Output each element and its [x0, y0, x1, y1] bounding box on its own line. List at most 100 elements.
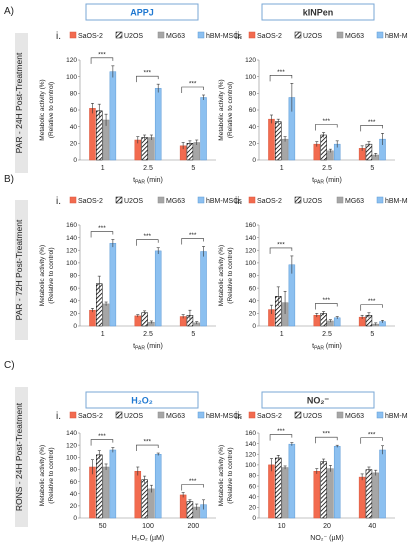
bar	[96, 454, 103, 519]
chart-panel: ii. SaOS-2 U2OS MG63 hBM-MSCs Metabolic activ…	[218, 196, 408, 352]
y-tick-label: 60	[249, 285, 257, 292]
legend-swatch	[336, 196, 344, 204]
bar	[134, 315, 142, 327]
y-tick-label: 60	[70, 479, 78, 486]
chart-panel: i. SaOS-2 U2OS MG63 hBM-MSCs Metabolic activi…	[39, 411, 242, 542]
legend-label: U2OS	[303, 33, 322, 40]
significance-bracket	[136, 444, 159, 452]
y-tick-label: 0	[73, 515, 77, 522]
legend-label: U2OS	[303, 198, 322, 205]
chart-panel: ii. SaOS-2 U2OS MG63 hBM-MSCs Metabolic activ…	[218, 31, 408, 186]
significance-bracket	[360, 437, 383, 444]
bar	[141, 479, 148, 519]
panel-numeral: ii.	[235, 31, 242, 42]
legend-label: SaOS-2	[257, 413, 282, 420]
significance-label: ***	[323, 297, 331, 304]
y-tick-label: 0	[252, 515, 256, 522]
y-tick-label: 160	[66, 222, 77, 229]
y-tick-label: 20	[70, 141, 78, 148]
y-axis-title: (Relative to control)	[48, 447, 55, 503]
y-tick-label: 20	[249, 141, 257, 148]
legend-swatch	[248, 196, 256, 204]
bar	[141, 312, 148, 327]
legend-label: SaOS-2	[257, 33, 282, 40]
y-tick-label: 60	[70, 285, 78, 292]
y-axis-title: Metabolic activity (%)	[218, 79, 225, 140]
y-tick-label: 20	[249, 505, 257, 512]
side-label: PAR - 24H Post-Treatment	[14, 52, 24, 153]
x-axis-title: NO₂⁻ (µM)	[310, 535, 343, 542]
y-axis-title: Metabolic activity (%)	[39, 245, 46, 306]
y-axis-title: Metabolic activity (%)	[218, 445, 225, 506]
bar	[358, 476, 366, 519]
bar	[96, 110, 103, 161]
significance-bracket	[360, 125, 383, 132]
legend-label: MG63	[166, 413, 185, 420]
bar	[102, 119, 110, 161]
legend-label: MG63	[345, 33, 364, 40]
legend-swatch	[376, 411, 384, 419]
significance-bracket	[181, 238, 204, 245]
x-tick-label: 20	[323, 523, 331, 530]
significance-bracket	[181, 86, 204, 93]
legend-swatch	[115, 31, 123, 39]
bar	[89, 466, 96, 519]
legend-swatch	[115, 196, 123, 204]
y-tick-label: 120	[66, 442, 77, 449]
y-tick-label: 20	[70, 503, 78, 510]
legend-swatch	[294, 196, 302, 204]
y-axis-title: (Relative to control)	[227, 247, 234, 303]
significance-label: ***	[277, 241, 285, 248]
bar	[154, 250, 162, 327]
legend-swatch	[115, 411, 123, 419]
legend-swatch	[157, 31, 165, 39]
bar	[179, 494, 187, 519]
legend-swatch	[197, 31, 205, 39]
bar	[275, 457, 282, 519]
y-tick-label: 100	[245, 74, 256, 81]
y-tick-label: 40	[70, 491, 78, 498]
significance-label: ***	[98, 51, 106, 58]
y-axis-title: Metabolic activity (%)	[218, 245, 225, 306]
y-tick-label: 60	[249, 107, 257, 114]
y-tick-label: 140	[245, 235, 256, 242]
x-tick-label: 2.5	[143, 165, 153, 172]
legend-label: hBM-MSCs	[206, 198, 242, 205]
significance-label: ***	[144, 70, 152, 77]
significance-bracket	[315, 436, 338, 444]
panel-header: APPJ	[130, 8, 154, 18]
bar	[365, 469, 373, 519]
x-tick-label: 1	[101, 165, 105, 172]
y-tick-label: 160	[245, 430, 256, 437]
bar	[281, 138, 289, 161]
significance-label: ***	[189, 478, 197, 485]
x-tick-label: 1	[101, 331, 105, 338]
x-tick-label: 2.5	[322, 165, 332, 172]
legend-swatch	[69, 31, 77, 39]
y-tick-label: 80	[70, 273, 78, 280]
significance-label: ***	[368, 431, 376, 438]
significance-bracket	[269, 247, 293, 254]
bar	[320, 461, 327, 519]
section-label: A)	[4, 6, 14, 17]
bar	[275, 121, 282, 161]
panel-numeral: i.	[56, 196, 61, 207]
y-axis-title: (Relative to control)	[48, 82, 55, 138]
side-label-band	[15, 200, 28, 340]
y-axis-title: (Relative to control)	[227, 447, 234, 503]
legend-label: U2OS	[124, 413, 143, 420]
legend-swatch	[157, 411, 165, 419]
y-tick-label: 40	[249, 124, 257, 131]
y-tick-label: 40	[70, 298, 78, 305]
legend-label: MG63	[166, 33, 185, 40]
legend-label: MG63	[166, 198, 185, 205]
y-tick-label: 0	[252, 323, 256, 330]
chart-panel: i. SaOS-2 U2OS MG63 hBM-MSCs Metabolic activi…	[39, 31, 242, 186]
legend-label: U2OS	[124, 33, 143, 40]
x-tick-label: 200	[187, 523, 199, 530]
significance-bracket	[315, 303, 338, 310]
x-tick-label: 10	[278, 523, 286, 530]
legend-label: SaOS-2	[78, 33, 103, 40]
panel-numeral: i.	[56, 31, 61, 42]
